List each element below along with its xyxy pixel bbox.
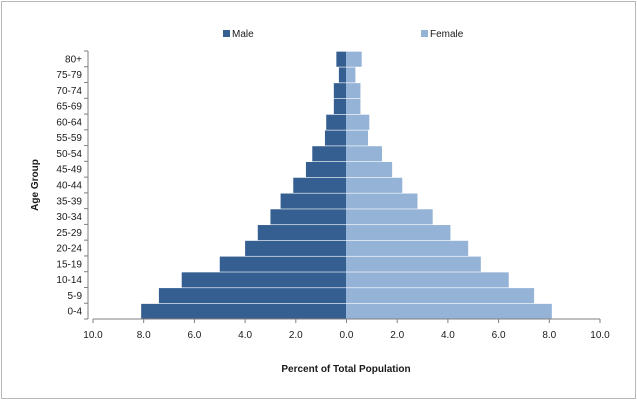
male-bar-50-54: [312, 146, 346, 162]
y-tick-label: 35-39: [56, 196, 82, 207]
y-tick-label: 20-24: [56, 244, 82, 255]
male-legend-swatch: [223, 30, 230, 37]
y-tick-label: 40-44: [56, 181, 82, 192]
x-tick-label: 6.0: [187, 330, 201, 341]
male-bar-35-39: [280, 193, 346, 209]
male-bar-55-59: [324, 130, 346, 146]
female-bar-30-34: [346, 209, 433, 225]
female-legend-swatch: [421, 30, 428, 37]
female-bar-70-74: [346, 83, 361, 99]
x-tick-label: 4.0: [441, 330, 455, 341]
female-bar-80+: [346, 51, 362, 67]
female-bar-20-24: [346, 240, 469, 256]
male-bar-70-74: [333, 83, 346, 99]
x-tick-label: 4.0: [238, 330, 252, 341]
y-tick-label: 70-74: [56, 86, 82, 97]
x-tick-label: 2.0: [390, 330, 404, 341]
female-bar-75-79: [346, 67, 356, 83]
y-tick-label: 80+: [65, 54, 82, 65]
male-bar-40-44: [293, 177, 346, 193]
x-tick-label: 2.0: [289, 330, 303, 341]
male-bar-15-19: [219, 256, 346, 272]
y-tick-label: 65-69: [56, 102, 82, 113]
x-axis-title: Percent of Total Population: [281, 364, 410, 375]
female-bar-40-44: [346, 177, 403, 193]
x-tick-label: 8.0: [542, 330, 556, 341]
male-bar-10-14: [181, 272, 346, 288]
male-bar-25-29: [257, 225, 346, 241]
x-tick-label: 10.0: [83, 330, 103, 341]
y-tick-label: 15-19: [56, 259, 82, 270]
y-axis-title: Age Group: [30, 159, 41, 211]
female-bar-50-54: [346, 146, 382, 162]
female-bar-60-64: [346, 114, 370, 130]
male-bar-60-64: [326, 114, 346, 130]
female-bar-0-4: [346, 303, 552, 319]
labels-group: 0-4 5-9 10-14 15-19 20-24 25-29 30-34 35-39 40-4…: [30, 54, 610, 375]
x-tick-label: 0.0: [340, 330, 354, 341]
male-bar-80+: [336, 51, 346, 67]
male-bar-65-69: [333, 98, 346, 115]
male-bar-0-4: [141, 303, 346, 319]
y-tick-label: 5-9: [68, 291, 83, 302]
female-bar-45-49: [346, 161, 393, 178]
y-tick-label: 75-79: [56, 70, 82, 81]
legend: Male Female: [223, 29, 464, 40]
male-bar-30-34: [270, 209, 346, 225]
y-tick-label: 25-29: [56, 228, 82, 239]
y-tick-label: 55-59: [56, 133, 82, 144]
male-bar-5-9: [158, 288, 346, 304]
x-tick-label: 8.0: [137, 330, 151, 341]
y-tick-label: 0-4: [68, 307, 83, 318]
male-bar-45-49: [305, 161, 346, 178]
x-tick-label: 10.0: [590, 330, 610, 341]
male-bar-75-79: [338, 67, 346, 83]
female-bar-55-59: [346, 130, 369, 146]
male-legend-label: Male: [232, 29, 254, 40]
x-tick-label: 6.0: [492, 330, 506, 341]
bars-group: [141, 51, 552, 319]
axes-group: [84, 50, 601, 323]
y-tick-label: 30-34: [56, 212, 82, 223]
male-bar-20-24: [245, 240, 346, 256]
female-bar-35-39: [346, 193, 418, 209]
female-bar-65-69: [346, 98, 361, 115]
female-legend-label: Female: [430, 29, 464, 40]
female-bar-15-19: [346, 256, 481, 272]
y-tick-label: 50-54: [56, 149, 82, 160]
y-tick-label: 10-14: [56, 275, 82, 286]
y-tick-label: 60-64: [56, 117, 82, 128]
y-tick-label: 45-49: [56, 165, 82, 176]
female-bar-25-29: [346, 225, 451, 241]
female-bar-5-9: [346, 288, 535, 304]
female-bar-10-14: [346, 272, 509, 288]
